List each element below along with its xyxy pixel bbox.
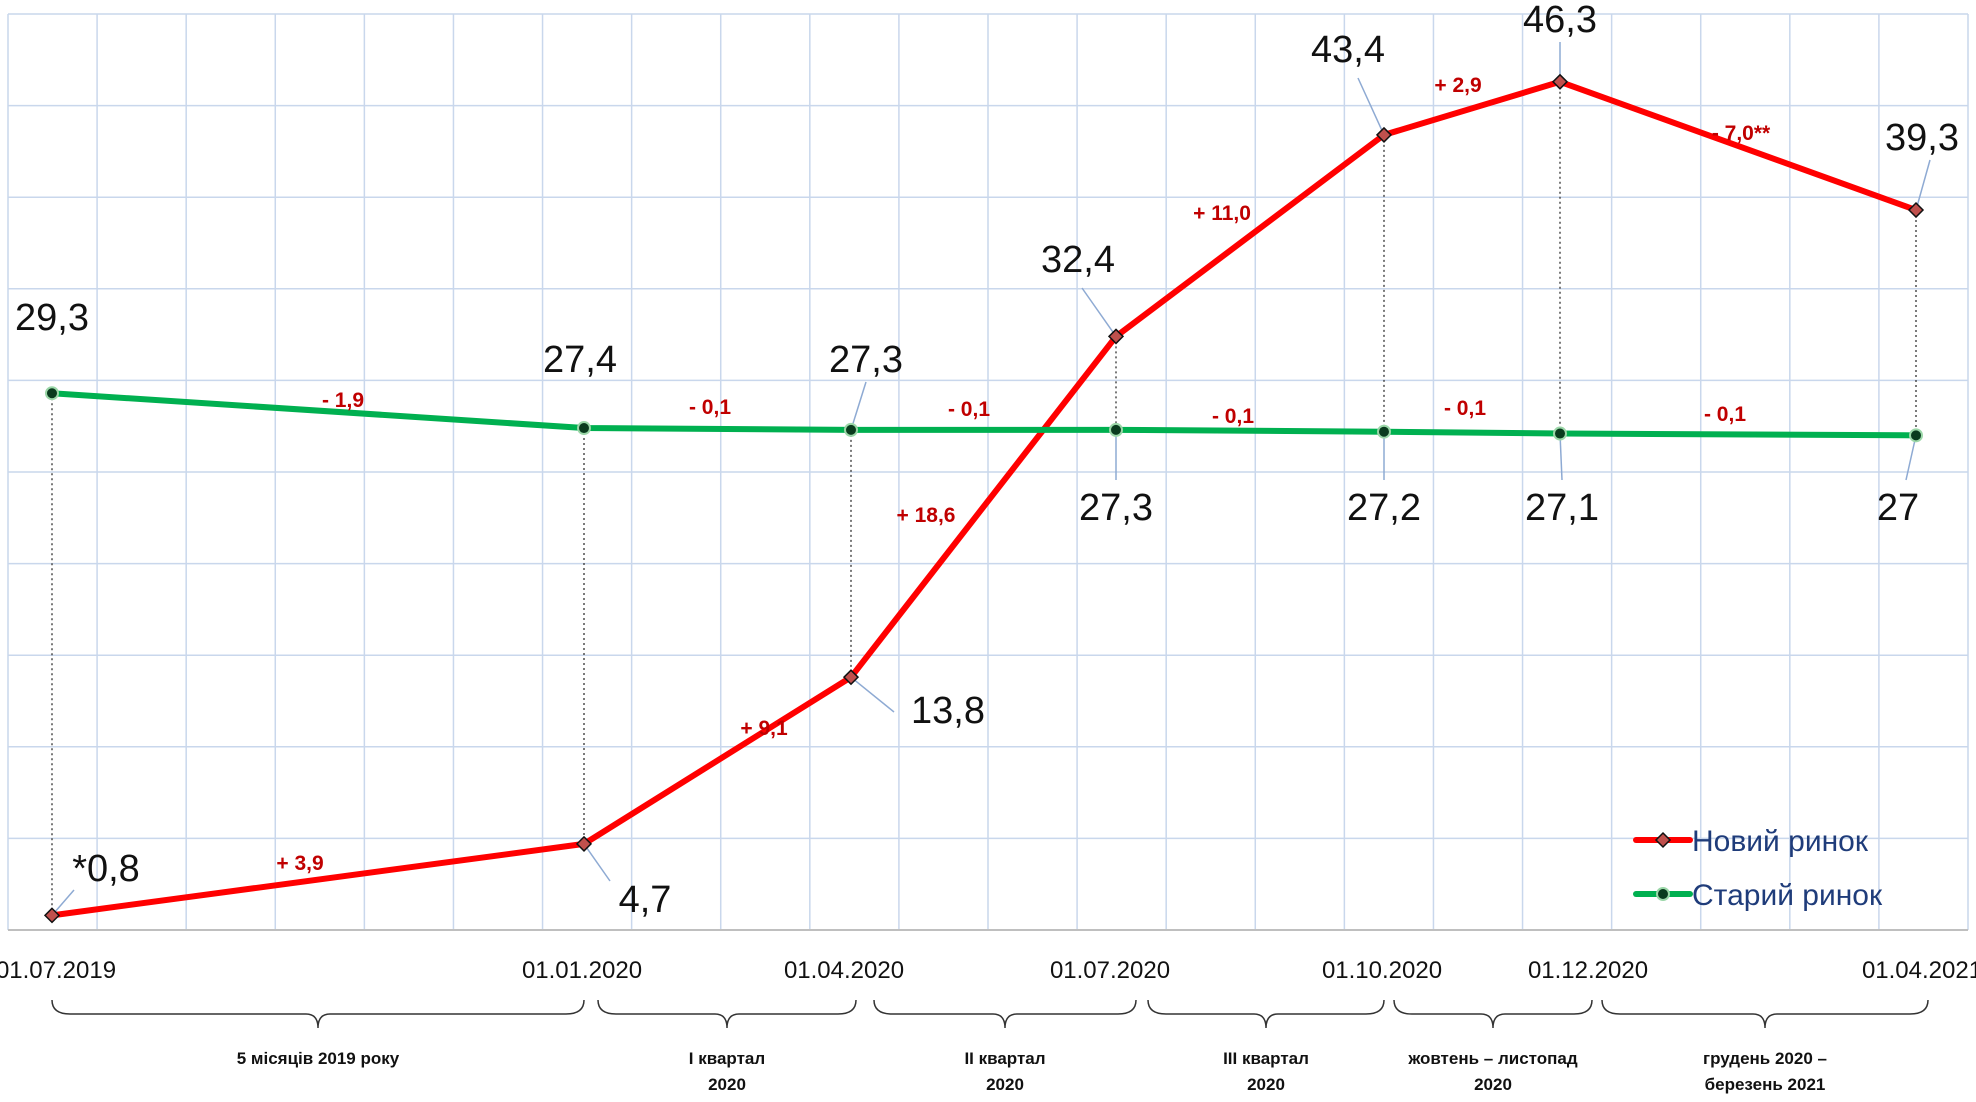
period-brace [873, 999, 1137, 1029]
data-label-old-market: 27 [1877, 487, 1919, 529]
data-label-new-market: 46,3 [1523, 0, 1597, 41]
period-label: жовтень – листопад [1407, 1049, 1578, 1068]
marker-new-market [43, 907, 61, 924]
period-label: грудень 2020 – [1703, 1049, 1827, 1068]
period-label: 2020 [986, 1075, 1024, 1094]
marker-new-market [1907, 201, 1925, 219]
legend-marker-new-market [1654, 831, 1672, 849]
period-label: ІІ квартал [964, 1049, 1045, 1068]
change-label-old-market: - 0,1 [689, 396, 731, 419]
leader-line [1559, 433, 1563, 481]
x-tick-label: 01.10.2020 [1322, 957, 1442, 984]
marker-new-market [1375, 126, 1393, 143]
period-brace [1147, 999, 1385, 1029]
data-label-old-market: 27,1 [1525, 487, 1599, 529]
x-tick-label: 01.07.2019 [0, 957, 116, 984]
change-label-old-market: - 0,1 [948, 398, 990, 421]
marker-old-market [844, 422, 858, 437]
data-label-new-market: 32,4 [1041, 239, 1115, 281]
marker-old-market [1553, 426, 1567, 441]
data-label-new-market: 13,8 [911, 690, 985, 732]
marker-old-market [1909, 428, 1923, 443]
x-tick-label: 01.01.2020 [522, 957, 642, 984]
x-tick-label: 01.07.2020 [1050, 957, 1170, 984]
leader-line [1081, 287, 1117, 337]
series-markers [43, 73, 1925, 924]
data-label-new-market: 4,7 [619, 879, 672, 921]
x-tick-label: 01.12.2020 [1528, 957, 1648, 984]
leader-line [850, 676, 895, 713]
period-label: 2020 [1247, 1075, 1285, 1094]
legend-marker-old-market [1656, 887, 1670, 901]
change-label-old-market: - 0,1 [1444, 397, 1486, 420]
data-label-new-market: 39,3 [1885, 117, 1959, 159]
period-label: 2020 [1474, 1075, 1512, 1094]
leader-line [1357, 77, 1385, 136]
data-label-old-market: 27,3 [1079, 487, 1153, 529]
period-brace [597, 999, 857, 1029]
drop-lines [51, 81, 1917, 916]
period-brace [1393, 999, 1593, 1029]
data-label-new-market: 43,4 [1311, 29, 1385, 71]
marker-new-market [1107, 328, 1125, 345]
period-label: ІІІ квартал [1223, 1049, 1309, 1068]
x-tick-label: 01.04.2020 [784, 957, 904, 984]
marker-old-market [45, 386, 59, 401]
legend-label-old-market: Старий ринок [1692, 879, 1883, 912]
marker-old-market [1377, 424, 1391, 439]
change-label-new-market: + 18,6 [897, 504, 956, 527]
data-label-new-market: *0,8 [72, 848, 140, 890]
period-brace [51, 999, 585, 1029]
change-label-new-market: + 9,1 [740, 717, 788, 740]
leader-line [1905, 435, 1917, 481]
marker-new-market [842, 669, 860, 686]
period-label: березень 2021 [1705, 1075, 1826, 1094]
marker-old-market [577, 421, 591, 436]
marker-new-market [1551, 73, 1569, 90]
label-leader-lines [51, 42, 1931, 916]
chart-grid [7, 13, 1969, 931]
period-label: 5 місяців 2019 року [237, 1049, 400, 1068]
change-label-old-market: - 1,9 [322, 389, 364, 412]
data-label-old-market: 27,4 [543, 339, 617, 381]
period-label: І квартал [689, 1049, 765, 1068]
legend: Новий ринок Старий ринок [1633, 825, 1883, 912]
series-lines [49, 78, 1919, 919]
change-label-old-market: - 0,1 [1212, 405, 1254, 428]
change-label-new-market: + 2,9 [1434, 74, 1481, 97]
x-tick-label: 01.04.2021 [1862, 957, 1976, 984]
change-label-new-market: - 7,0** [1712, 122, 1771, 145]
leader-line [850, 381, 867, 431]
change-label-old-market: - 0,1 [1704, 403, 1746, 426]
period-label: 2020 [708, 1075, 746, 1094]
series-line-new-market [49, 78, 1919, 919]
legend-label-new-market: Новий ринок [1692, 825, 1869, 858]
marker-new-market [575, 835, 593, 852]
change-label-new-market: + 3,9 [276, 852, 323, 875]
marker-old-market [1109, 422, 1123, 437]
data-label-old-market: 27,2 [1347, 487, 1421, 529]
x-axis: 01.07.2019 01.01.2020 01.04.2020 01.07.2020… [0, 957, 1976, 984]
change-label-new-market: + 11,0 [1193, 202, 1251, 225]
period-brace [1601, 999, 1929, 1029]
leader-line [1915, 159, 1931, 211]
leader-line [583, 843, 611, 882]
data-labels: *0,8 4,7 13,8 32,4 43,4 46,3 39,3 29,3 27,4 27,3 2… [15, 0, 1959, 921]
period-braces: 5 місяців 2019 року І квартал 2020 ІІ кварт… [51, 999, 1929, 1094]
data-label-old-market: 29,3 [15, 297, 89, 339]
data-label-old-market: 27,3 [829, 339, 903, 381]
